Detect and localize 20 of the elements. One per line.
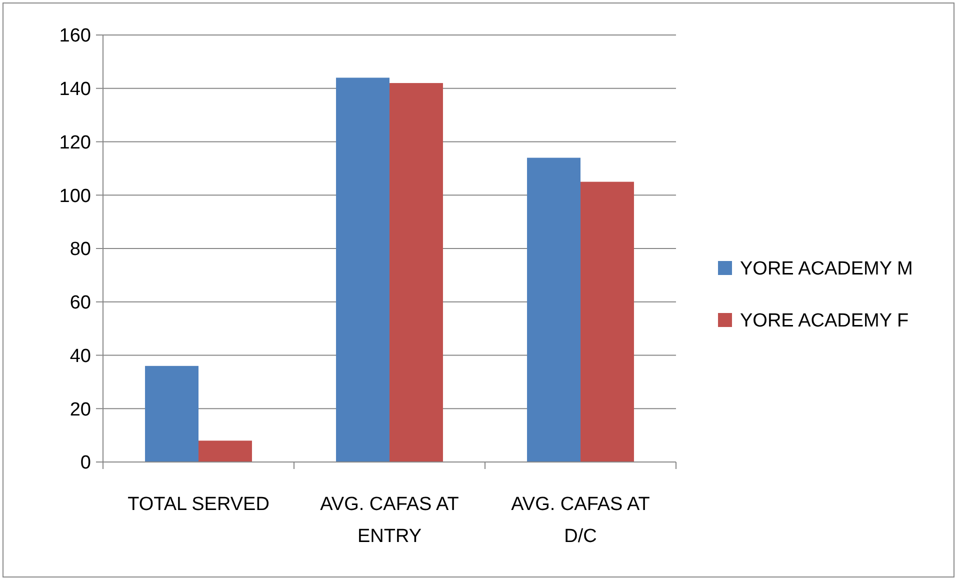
y-tick-label: 0 [80, 452, 91, 474]
y-tick-label: 60 [70, 292, 91, 314]
x-tick-label: TOTAL SERVED [128, 494, 270, 515]
bar [527, 158, 580, 462]
legend-label: YORE ACADEMY M [740, 258, 913, 280]
x-tick-label: AVG. CAFAS AT ENTRY [320, 494, 460, 547]
bar [198, 440, 252, 462]
bar [390, 83, 443, 462]
bar [145, 366, 198, 462]
y-tick-label: 140 [59, 79, 91, 100]
x-tick-label: AVG. CAFAS AT D/C [511, 494, 650, 547]
y-tick-label: 40 [70, 346, 91, 367]
y-tick-label: 20 [70, 399, 91, 420]
y-tick-label: 100 [59, 186, 91, 207]
y-tick-label: 160 [59, 26, 91, 47]
bar [580, 182, 634, 462]
y-tick-label: 120 [59, 132, 91, 154]
bar [336, 78, 390, 462]
y-tick-label: 80 [70, 239, 91, 260]
legend-label: YORE ACADEMY F [740, 310, 909, 332]
